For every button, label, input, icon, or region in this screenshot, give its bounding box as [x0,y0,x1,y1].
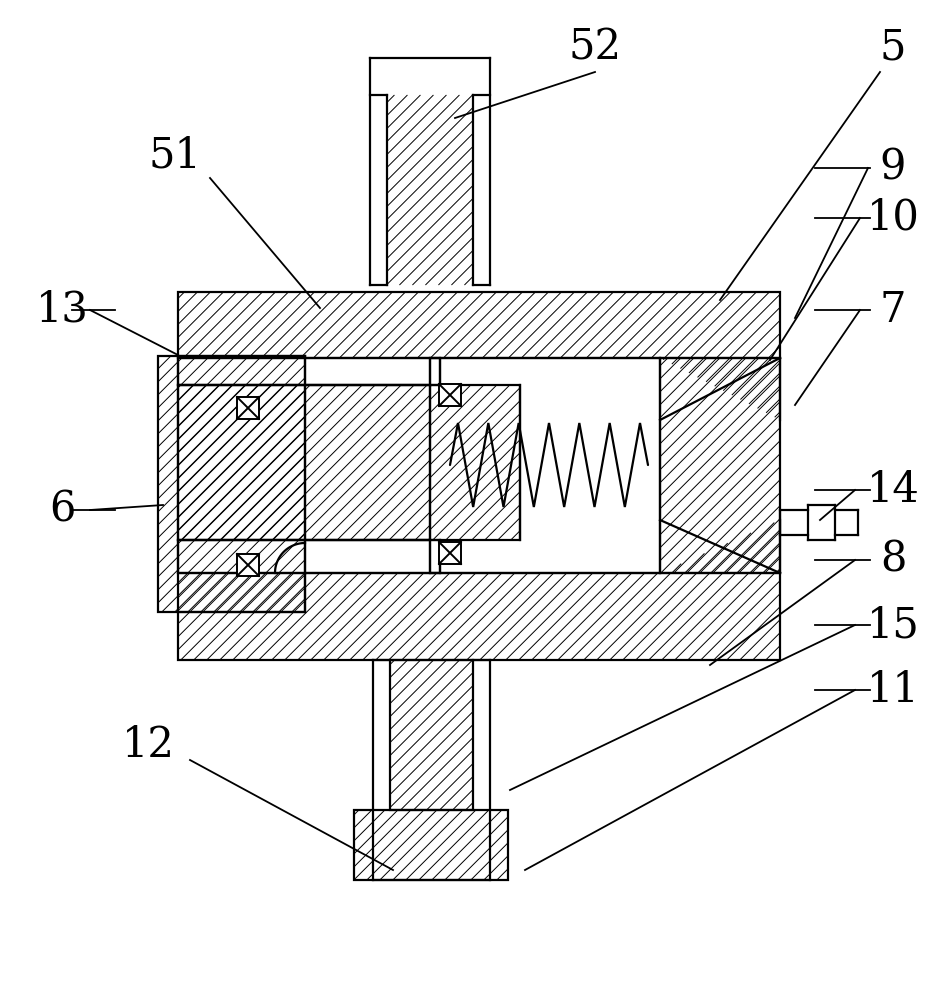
Text: 9: 9 [880,147,906,189]
Bar [237,397,259,419]
Bar [439,542,461,564]
Text: 5: 5 [880,27,906,69]
Text: 11: 11 [867,669,919,711]
Bar [178,292,780,660]
Text: 10: 10 [867,197,919,239]
Bar [178,540,440,573]
Bar [178,385,520,540]
Text: 12: 12 [121,724,174,766]
Text: 51: 51 [149,134,201,176]
Bar [439,384,461,406]
Text: 6: 6 [49,489,75,531]
Bar [158,356,305,612]
Text: 13: 13 [36,289,88,331]
Text: 14: 14 [867,469,919,511]
Bar [430,358,660,573]
Text: 52: 52 [568,27,622,69]
Text: 7: 7 [880,289,906,331]
Bar [354,810,508,880]
Bar [237,554,259,576]
Bar [178,358,440,385]
Text: 15: 15 [867,604,919,646]
Text: 8: 8 [880,539,906,581]
